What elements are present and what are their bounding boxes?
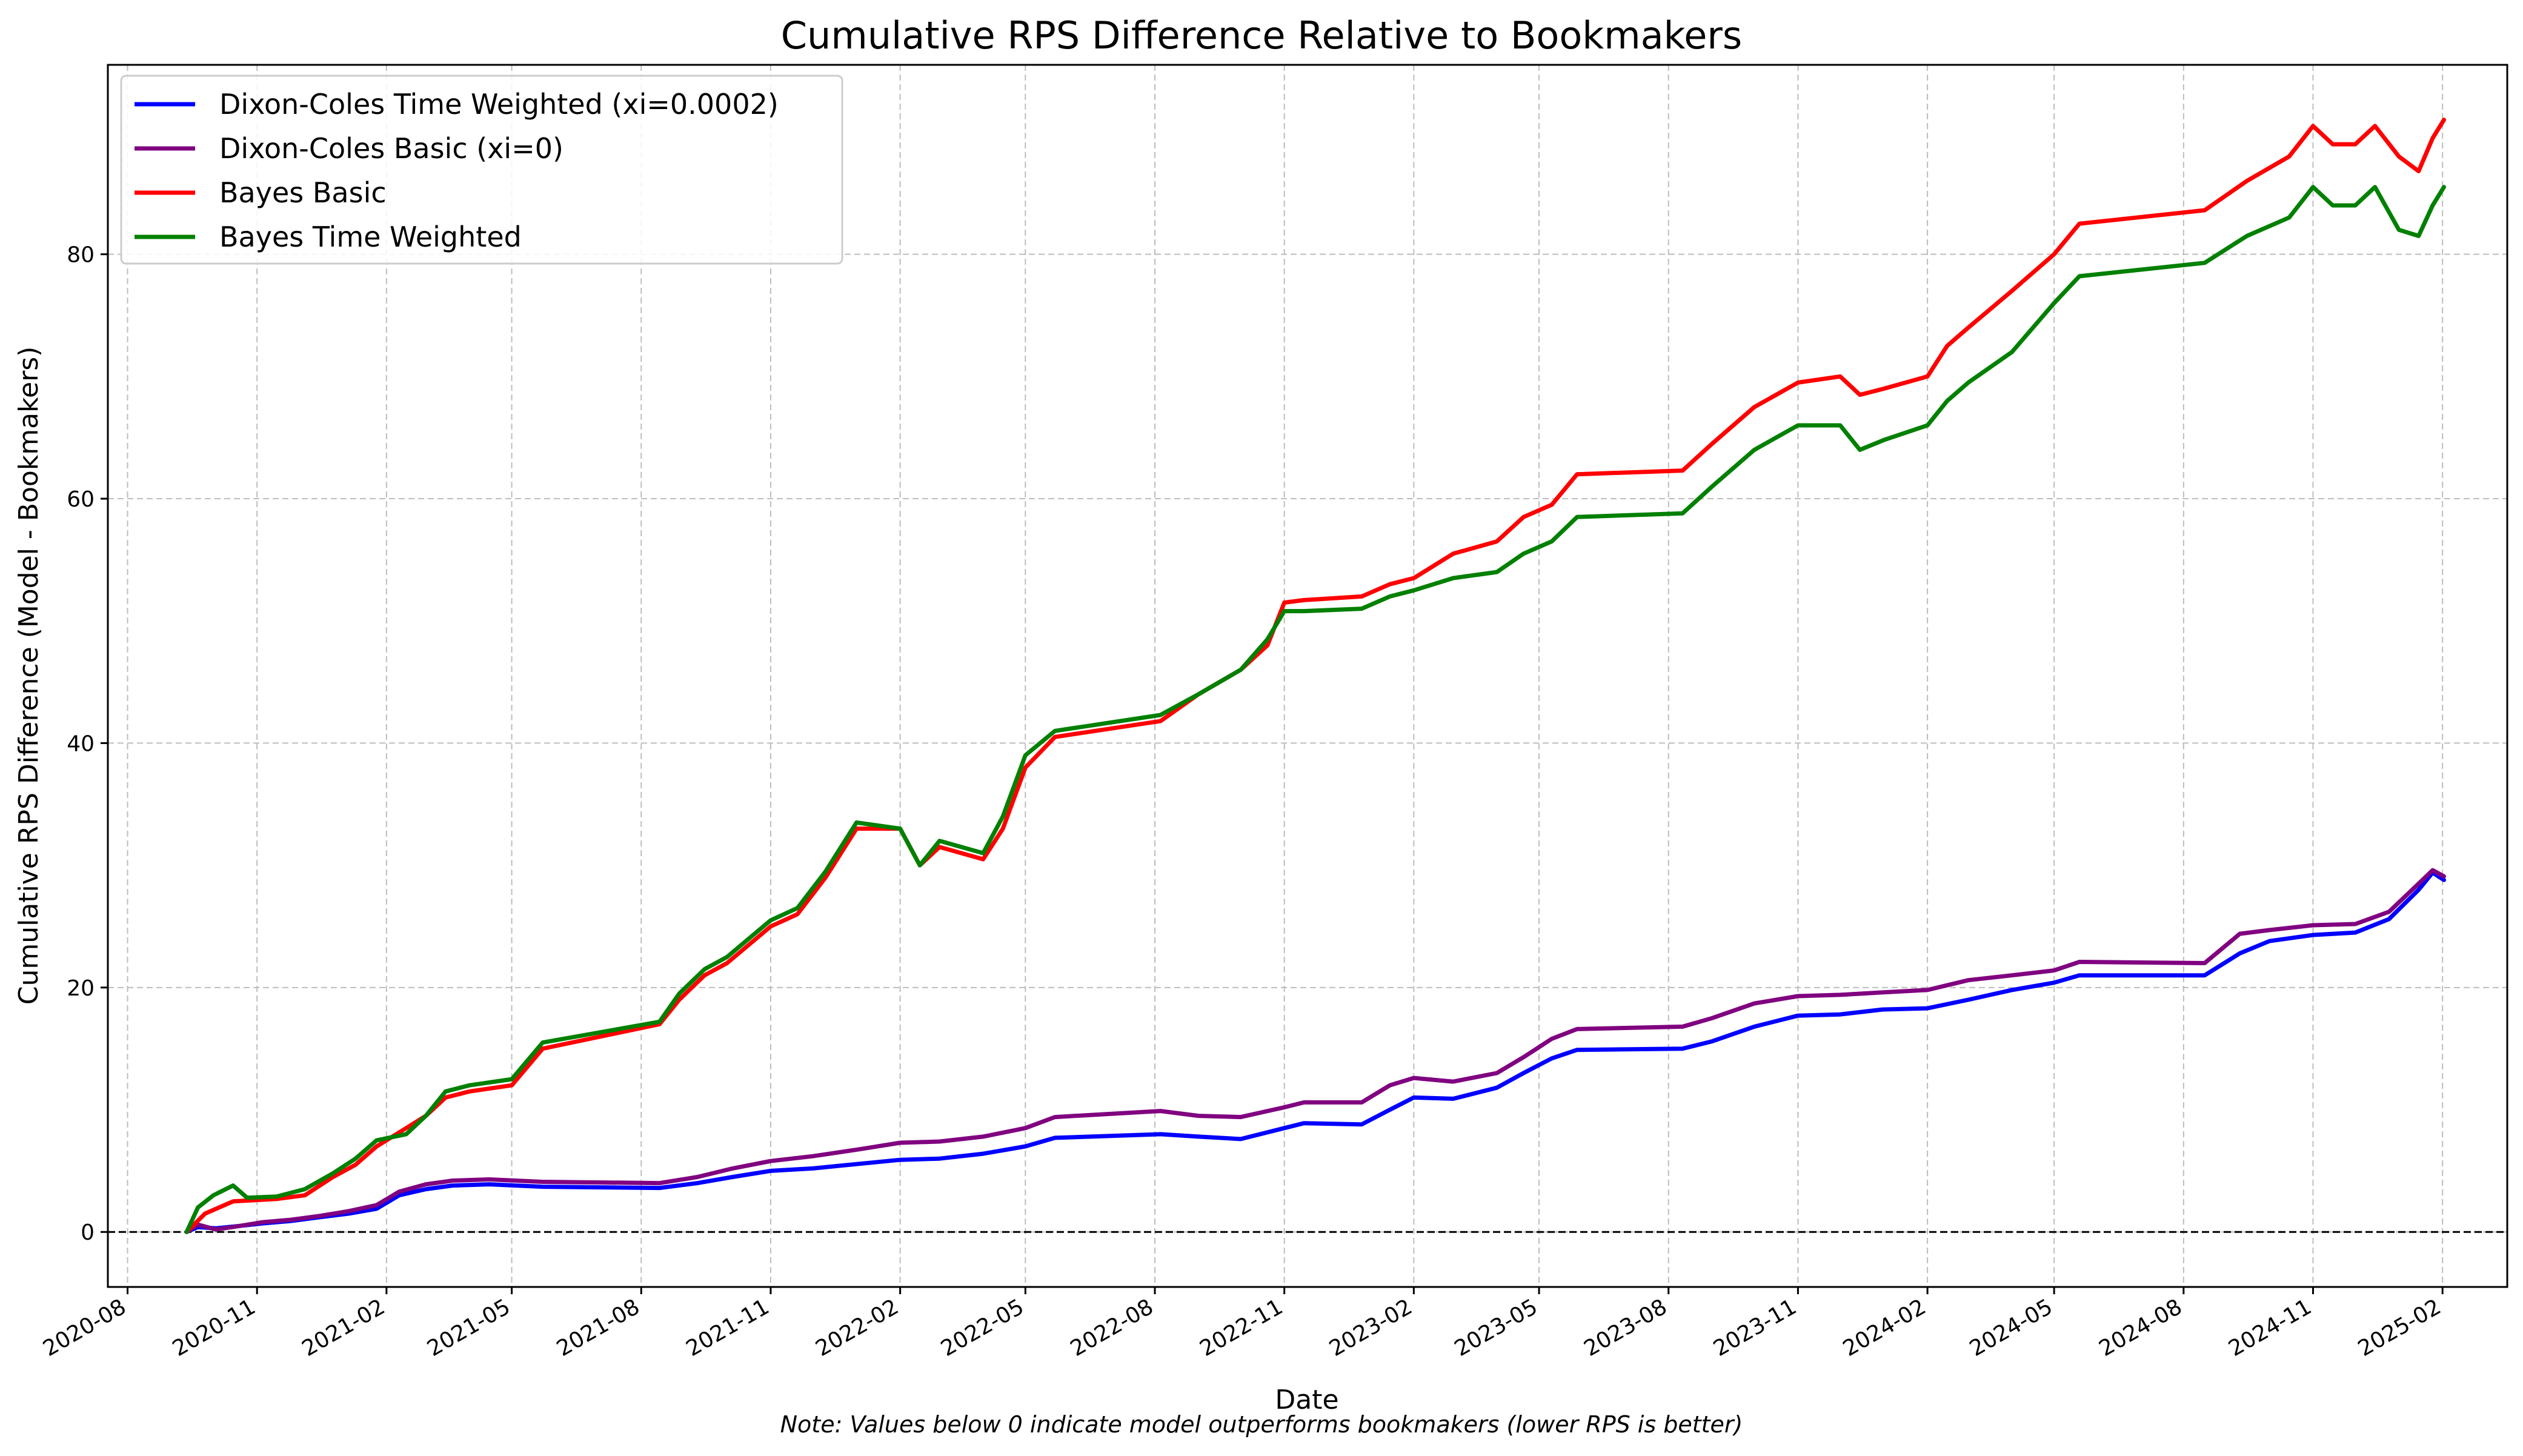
series-line-3 (184, 185, 2446, 1234)
y-tick-label: 40 (67, 731, 95, 756)
series-lines (184, 118, 2446, 1234)
y-axis-ticks: 0 20 40 60 80 (67, 243, 108, 1245)
legend-label: Bayes Basic (219, 176, 387, 209)
series-line-0 (184, 870, 2446, 1234)
legend: Dixon-Coles Time Weighted (xi=0.0002) Dix… (120, 75, 843, 265)
legend-label: Bayes Time Weighted (219, 221, 522, 253)
chart-title: Cumulative RPS Difference Relative to Bo… (781, 13, 1742, 58)
y-tick-label: 20 (67, 976, 95, 1001)
plot-frame (107, 64, 2508, 1288)
x-axis-label: Date (1275, 1385, 1338, 1415)
y-tick-label: 80 (67, 243, 95, 268)
y-tick-label: 60 (67, 487, 95, 512)
legend-box (120, 75, 843, 265)
chart-note: Note: Values below 0 indicate model outp… (780, 1411, 1743, 1438)
y-tick-label: 0 (81, 1220, 95, 1245)
y-axis-label: Cumulative RPS Difference (Model - Bookm… (13, 347, 44, 1005)
grid (108, 65, 2507, 1287)
series-line-2 (184, 118, 2446, 1234)
legend-label: Dixon-Coles Time Weighted (xi=0.0002) (219, 88, 779, 121)
series-line-1 (184, 868, 2446, 1234)
legend-label: Dixon-Coles Basic (xi=0) (219, 132, 563, 165)
